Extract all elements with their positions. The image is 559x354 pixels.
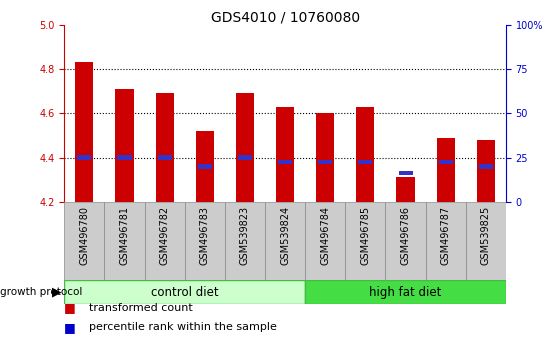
- Text: GSM496787: GSM496787: [440, 206, 451, 265]
- Bar: [358, 160, 372, 164]
- Bar: [196, 131, 214, 202]
- Bar: [396, 177, 415, 202]
- Bar: [77, 155, 91, 160]
- Text: transformed count: transformed count: [89, 303, 193, 313]
- Bar: [386, 202, 425, 280]
- Bar: [155, 93, 174, 202]
- Text: percentile rank within the sample: percentile rank within the sample: [89, 322, 277, 332]
- Bar: [316, 113, 334, 202]
- Bar: [399, 171, 413, 176]
- Bar: [356, 107, 375, 202]
- Bar: [318, 160, 332, 164]
- Bar: [145, 202, 184, 280]
- Bar: [439, 160, 453, 164]
- Text: GSM496783: GSM496783: [200, 206, 210, 265]
- Bar: [64, 202, 105, 280]
- Text: ■: ■: [64, 302, 76, 314]
- Bar: [158, 155, 172, 160]
- Bar: [105, 202, 145, 280]
- Text: GSM496785: GSM496785: [361, 206, 371, 265]
- Bar: [184, 202, 225, 280]
- Text: growth protocol: growth protocol: [0, 287, 82, 297]
- Text: GSM496784: GSM496784: [320, 206, 330, 265]
- Bar: [477, 140, 495, 202]
- Text: GSM496781: GSM496781: [120, 206, 130, 265]
- Bar: [305, 280, 506, 304]
- Text: ▶: ▶: [52, 286, 61, 298]
- Text: GSM539823: GSM539823: [240, 206, 250, 265]
- Bar: [276, 107, 294, 202]
- Text: control diet: control diet: [151, 286, 219, 298]
- Bar: [75, 62, 93, 202]
- Bar: [278, 160, 292, 164]
- Bar: [466, 202, 506, 280]
- Text: GSM496786: GSM496786: [401, 206, 410, 265]
- Bar: [198, 164, 212, 169]
- Text: GSM496780: GSM496780: [79, 206, 89, 265]
- Text: GSM496782: GSM496782: [160, 206, 169, 265]
- Text: GSM539825: GSM539825: [481, 206, 491, 265]
- Text: GDS4010 / 10760080: GDS4010 / 10760080: [211, 11, 359, 25]
- Bar: [225, 202, 265, 280]
- Bar: [345, 202, 386, 280]
- Bar: [236, 93, 254, 202]
- Text: high fat diet: high fat diet: [369, 286, 442, 298]
- Bar: [479, 164, 493, 169]
- Text: GSM539824: GSM539824: [280, 206, 290, 265]
- Bar: [437, 138, 454, 202]
- Bar: [425, 202, 466, 280]
- Bar: [305, 202, 345, 280]
- Bar: [265, 202, 305, 280]
- Bar: [117, 155, 131, 160]
- Bar: [64, 280, 305, 304]
- Text: ■: ■: [64, 321, 76, 334]
- Bar: [238, 155, 252, 160]
- Bar: [116, 89, 134, 202]
